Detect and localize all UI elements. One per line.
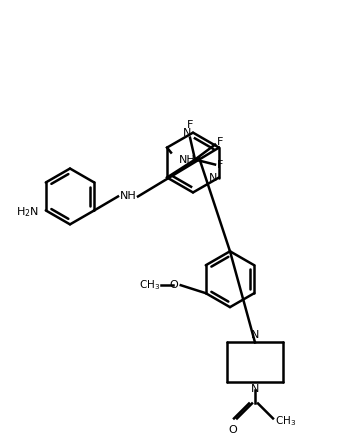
Text: O: O (228, 425, 237, 435)
Text: N: N (183, 127, 191, 138)
Text: N: N (251, 384, 259, 393)
Text: CH$_3$: CH$_3$ (275, 414, 296, 428)
Text: N: N (209, 173, 217, 183)
Text: NH: NH (179, 155, 196, 165)
Text: O: O (169, 280, 178, 290)
Text: H$_2$N: H$_2$N (16, 205, 39, 219)
Text: NH: NH (120, 191, 136, 201)
Text: F: F (187, 120, 193, 130)
Text: F: F (217, 159, 223, 170)
Text: F: F (217, 137, 223, 147)
Text: N: N (251, 330, 259, 340)
Text: CH$_3$: CH$_3$ (139, 278, 160, 292)
